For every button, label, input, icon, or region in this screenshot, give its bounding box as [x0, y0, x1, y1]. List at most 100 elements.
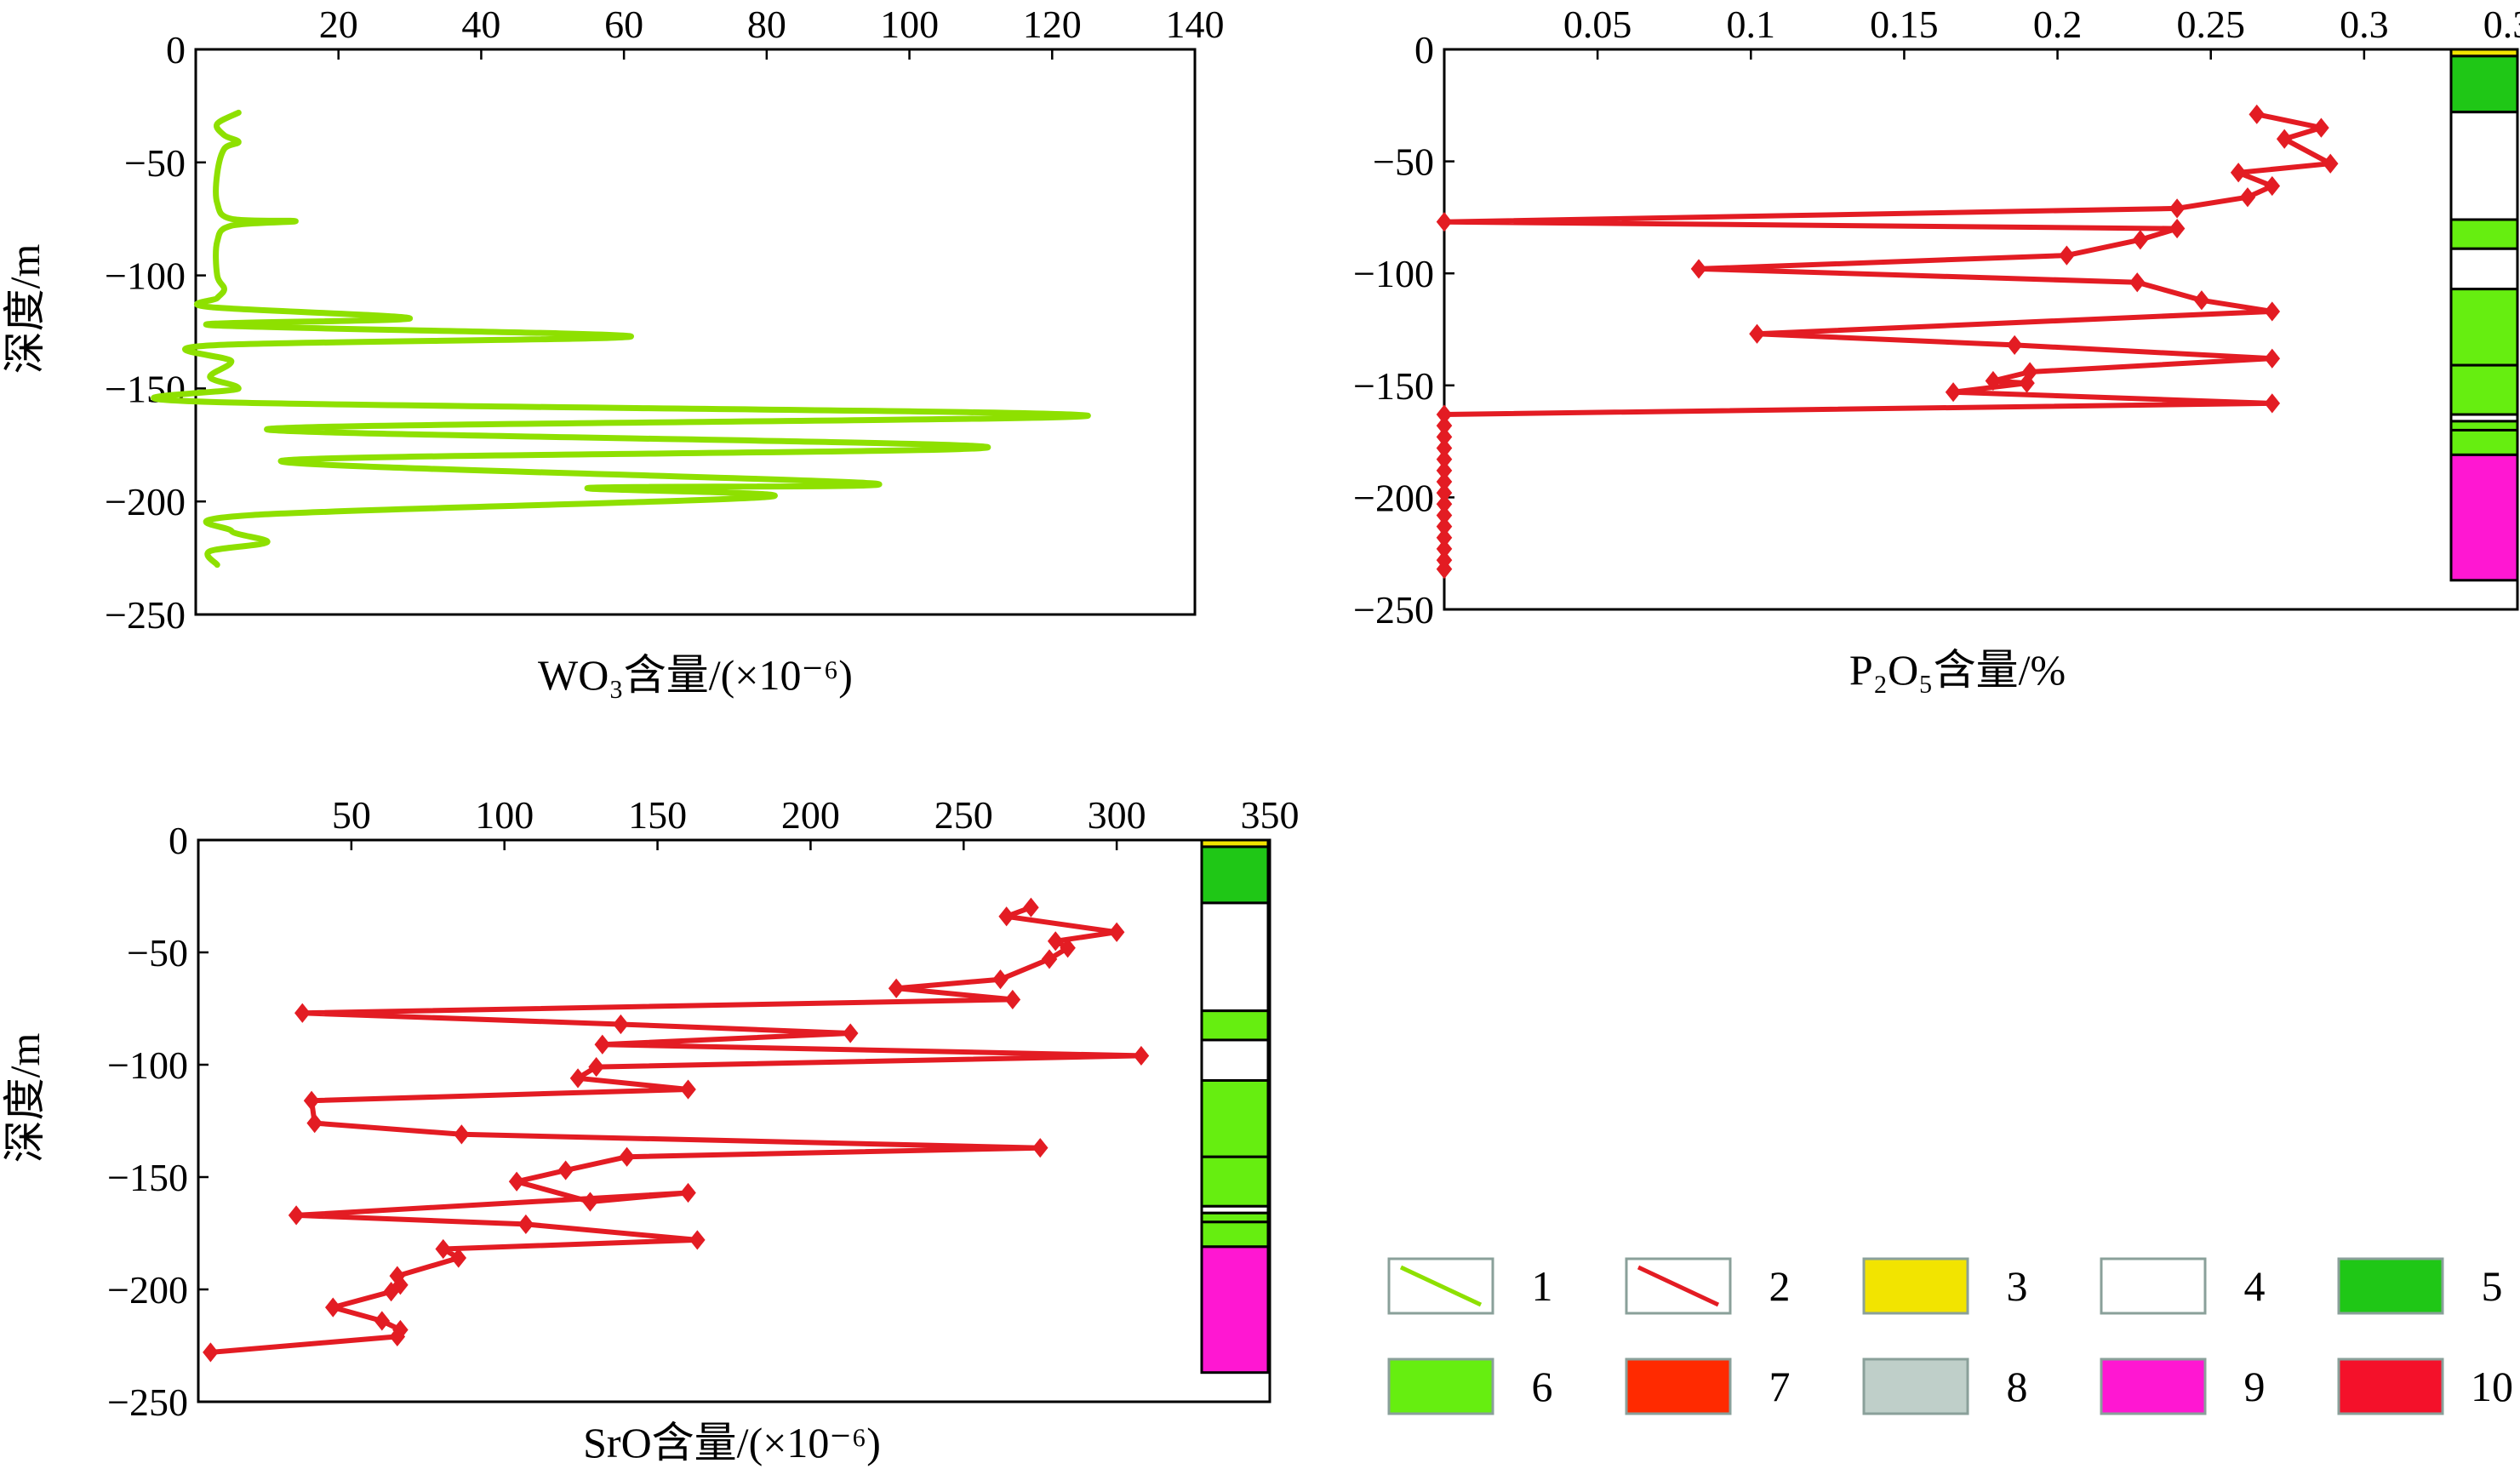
p2o5-y-tick-label: −200	[1353, 476, 1434, 519]
legend-label-2: 2	[1769, 1262, 1791, 1310]
sro-data-point	[1041, 949, 1058, 969]
p2o5-column-layer	[2449, 453, 2519, 582]
legend-label-8: 8	[2007, 1363, 2028, 1410]
sro-data-point	[450, 1248, 467, 1268]
sro-column-layer	[1200, 1245, 1270, 1375]
p2o5-data-point	[1945, 382, 1962, 403]
legend-swatch-1	[1387, 1257, 1494, 1315]
sro-data-point	[383, 1282, 399, 1302]
p2o5-data-point	[2276, 129, 2293, 149]
sro-x-tick-label: 350	[1241, 793, 1300, 837]
wo3-plot-frame	[194, 48, 1197, 616]
legend-swatch-box	[1387, 1358, 1494, 1415]
sro-data-point	[435, 1238, 452, 1260]
p2o5-x-tick-label: 0.3	[2340, 3, 2389, 46]
sro-data-point	[454, 1124, 470, 1145]
sro-y-tick-label: −200	[107, 1268, 188, 1312]
sro-x-axis-label: SrO含量/(×10⁻⁶)	[583, 1419, 881, 1466]
wo3-y-axis-label: 深度/m	[1, 244, 49, 374]
legend-swatch-box	[2337, 1257, 2444, 1315]
sro-data-point	[294, 1003, 311, 1023]
legend-swatch-box	[2100, 1358, 2207, 1415]
legend-swatch-box	[2100, 1257, 2207, 1315]
legend-swatch-9	[2100, 1358, 2207, 1415]
sro-x-tick-label: 150	[628, 793, 687, 837]
sro-data-point	[613, 1014, 629, 1035]
wo3-panel: WO₃含量/(×10⁻⁶) 深度/m 20 40 60 80 100 120 140 0 −50…	[1, 3, 1225, 699]
legend-label-4: 4	[2244, 1262, 2266, 1310]
sro-column-layer	[1200, 1211, 1270, 1224]
sro-data-point	[888, 978, 905, 998]
sro-y-tick-label: −250	[107, 1380, 188, 1424]
p2o5-column-layer	[2449, 218, 2519, 250]
sro-data-point	[389, 1326, 406, 1347]
wo3-y-tick-label: −100	[105, 254, 186, 298]
sro-data-point	[1108, 922, 1125, 942]
sro-x-tick-label: 100	[475, 793, 534, 837]
legend-swatch-6	[1387, 1358, 1494, 1415]
p2o5-data-point	[2059, 245, 2075, 266]
sro-data-point	[303, 1090, 320, 1111]
legend-swatch-5	[2337, 1257, 2444, 1315]
wo3-series-line	[151, 109, 1091, 569]
p2o5-y-tick-label: −250	[1353, 588, 1434, 632]
p2o5-data-point	[2006, 334, 2023, 356]
p2o5-data-point	[2249, 104, 2266, 124]
p2o5-data-point	[2129, 272, 2146, 293]
sro-data-point	[680, 1182, 696, 1203]
p2o5-data-point	[2239, 187, 2256, 208]
sro-data-point	[689, 1230, 706, 1250]
p2o5-data-point	[2132, 230, 2149, 250]
p2o5-data-point	[2193, 290, 2210, 311]
sro-column-layer	[1200, 845, 1270, 905]
sro-column-layer	[1200, 1078, 1270, 1158]
p2o5-plot-frame	[1443, 48, 2519, 611]
sro-data-point	[557, 1160, 574, 1180]
p2o5-column-layer	[2449, 288, 2519, 367]
sro-panel: SrO含量/(×10⁻⁶) 深度/m 50 100 150 200 250 300 350 0…	[1, 793, 1300, 1466]
sro-y-tick-label: −150	[107, 1156, 188, 1199]
p2o5-data-point	[2230, 163, 2247, 183]
sro-data-point	[619, 1146, 635, 1167]
p2o5-data-point	[1749, 323, 1765, 344]
wo3-x-tick-label: 120	[1023, 3, 1082, 46]
legend-swatch-2	[1625, 1257, 1732, 1315]
p2o5-column-layer	[2449, 420, 2519, 432]
p2o5-series-line	[1442, 111, 2334, 572]
p2o5-x-tick-label: 0.35	[2483, 3, 2520, 46]
p2o5-panel: P₂O₅含量/% 0.05 0.1 0.15 0.2 0.25 0.3 0.35 0 −50 −1…	[1353, 3, 2520, 694]
legend-swatch-line	[1399, 1265, 1483, 1307]
sro-x-tick-label: 300	[1088, 793, 1146, 837]
sro-y-tick-label: −100	[107, 1043, 188, 1087]
sro-data-point	[594, 1034, 611, 1055]
sro-y-tick-label: −50	[127, 931, 188, 975]
p2o5-data-point	[1985, 370, 2002, 392]
p2o5-data-point	[2019, 373, 2035, 393]
wo3-y-tick-label: −250	[105, 593, 186, 637]
sro-data-point	[1133, 1045, 1150, 1066]
sro-data-point	[324, 1297, 341, 1318]
wo3-y-tick-label: 0	[166, 28, 186, 71]
legend-swatch-box	[1862, 1257, 1969, 1315]
p2o5-data-point	[2264, 393, 2281, 414]
p2o5-data-point	[1690, 259, 1707, 279]
sro-data-point	[842, 1023, 859, 1043]
p2o5-y-tick-label: −150	[1353, 364, 1434, 408]
p2o5-x-tick-label: 0.05	[1563, 3, 1632, 46]
p2o5-x-axis-label: P₂O₅含量/%	[1849, 646, 2066, 694]
p2o5-x-tick-label: 0.2	[2033, 3, 2083, 46]
wo3-x-tick-label: 80	[747, 3, 786, 46]
sro-x-tick-label: 200	[781, 793, 840, 837]
sro-data-point	[1004, 989, 1021, 1010]
p2o5-x-tick-label: 0.1	[1727, 3, 1776, 46]
legend-swatch-4	[2100, 1257, 2207, 1315]
sro-column-layer	[1200, 1155, 1270, 1208]
sro-data-point	[508, 1171, 525, 1192]
sro-data-point	[992, 969, 1009, 990]
sro-data-point	[288, 1205, 305, 1226]
sro-data-point	[588, 1057, 604, 1077]
p2o5-data-point	[2313, 117, 2329, 138]
sro-x-tick-label: 50	[332, 793, 371, 837]
p2o5-x-tick-label: 0.15	[1870, 3, 1939, 46]
